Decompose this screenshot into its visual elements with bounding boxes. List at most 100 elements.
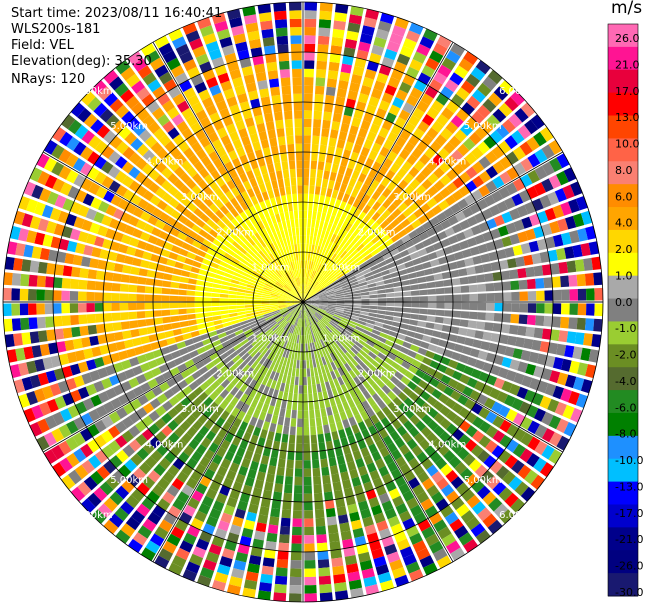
- velocity-gate: [317, 366, 322, 376]
- velocity-gate: [491, 145, 505, 159]
- velocity-gate: [349, 317, 359, 323]
- velocity-gate: [131, 102, 145, 116]
- velocity-gate: [285, 127, 294, 137]
- velocity-gate: [304, 335, 308, 344]
- velocity-gate: [114, 421, 127, 434]
- velocity-gate: [319, 303, 328, 306]
- velocity-gate: [311, 443, 318, 452]
- velocity-gate: [163, 79, 177, 92]
- range-ring-label: 4.00km: [428, 157, 466, 168]
- velocity-gate: [387, 515, 401, 528]
- velocity-gate: [110, 194, 122, 207]
- velocity-gate: [324, 314, 332, 320]
- velocity-gate: [486, 374, 498, 386]
- velocity-gate: [294, 468, 303, 477]
- velocity-gate: [519, 303, 528, 313]
- velocity-gate: [192, 260, 202, 268]
- velocity-gate: [402, 296, 412, 302]
- velocity-gate: [220, 458, 231, 470]
- velocity-gate: [251, 257, 260, 266]
- velocity-gate: [419, 254, 430, 263]
- velocity-gate: [298, 202, 303, 211]
- velocity-gate: [342, 175, 351, 186]
- velocity-gate: [454, 525, 469, 539]
- velocity-gate: [226, 414, 236, 425]
- velocity-gate: [469, 246, 480, 256]
- velocity-gate: [324, 94, 335, 105]
- velocity-gate: [303, 293, 306, 302]
- velocity-gate: [384, 48, 398, 61]
- velocity-gate: [162, 471, 175, 484]
- velocity-gate: [166, 360, 177, 370]
- velocity-gate: [388, 488, 401, 500]
- velocity-gate: [544, 236, 556, 249]
- velocity-gate: [300, 294, 303, 302]
- velocity-gate: [286, 304, 296, 308]
- velocity-gate: [333, 20, 346, 31]
- velocity-gate: [128, 152, 142, 165]
- velocity-gate: [455, 362, 466, 373]
- velocity-gate: [368, 260, 378, 268]
- velocity-gate: [394, 356, 404, 365]
- velocity-gate: [216, 219, 226, 230]
- velocity-gate: [229, 104, 241, 115]
- velocity-gate: [311, 302, 320, 304]
- velocity-gate: [360, 183, 370, 194]
- velocity-gate: [245, 331, 254, 338]
- velocity-gate: [373, 325, 383, 332]
- velocity-gate: [489, 387, 501, 400]
- velocity-gate: [161, 180, 173, 192]
- velocity-gate: [345, 222, 353, 232]
- velocity-gate: [248, 555, 262, 566]
- velocity-gate: [103, 92, 118, 107]
- velocity-gate: [229, 244, 238, 253]
- velocity-gate: [109, 513, 124, 528]
- velocity-gate: [273, 222, 280, 232]
- velocity-gate: [271, 344, 278, 353]
- velocity-gate: [350, 442, 359, 453]
- velocity-gate: [237, 314, 247, 319]
- velocity-gate: [81, 459, 95, 474]
- velocity-gate: [536, 210, 549, 224]
- velocity-gate: [181, 432, 193, 444]
- velocity-gate: [26, 230, 37, 244]
- velocity-gate: [264, 481, 274, 492]
- velocity-gate: [144, 203, 156, 214]
- velocity-gate: [278, 306, 288, 310]
- velocity-gate: [504, 197, 516, 210]
- velocity-gate: [407, 213, 418, 224]
- velocity-gate: [196, 148, 207, 160]
- velocity-gate: [94, 171, 107, 185]
- velocity-gate: [239, 101, 251, 112]
- velocity-gate: [287, 315, 294, 323]
- velocity-gate: [402, 386, 413, 397]
- velocity-gate: [236, 302, 245, 306]
- velocity-gate: [108, 150, 121, 164]
- velocity-gate: [564, 246, 575, 259]
- velocity-gate: [284, 228, 289, 238]
- velocity-gate: [259, 275, 268, 281]
- velocity-gate: [236, 183, 246, 194]
- velocity-gate: [502, 119, 516, 134]
- velocity-gate: [283, 322, 290, 330]
- velocity-gate: [204, 449, 215, 461]
- velocity-gate: [53, 277, 63, 289]
- velocity-gate: [481, 208, 493, 220]
- velocity-gate: [456, 259, 466, 269]
- velocity-gate: [316, 322, 323, 330]
- velocity-gate: [431, 388, 443, 400]
- velocity-gate: [274, 345, 281, 354]
- velocity-gate: [261, 191, 269, 201]
- velocity-gate: [365, 275, 375, 282]
- velocity-gate: [147, 511, 162, 525]
- velocity-gate: [304, 485, 312, 494]
- velocity-gate: [294, 302, 303, 305]
- velocity-gate: [271, 179, 279, 190]
- velocity-gate: [304, 77, 314, 86]
- velocity-gate: [351, 312, 360, 317]
- velocity-gate: [338, 514, 349, 524]
- velocity-gate: [533, 408, 546, 422]
- velocity-gate: [417, 72, 431, 85]
- velocity-gate: [333, 181, 341, 191]
- velocity-gate: [276, 364, 283, 374]
